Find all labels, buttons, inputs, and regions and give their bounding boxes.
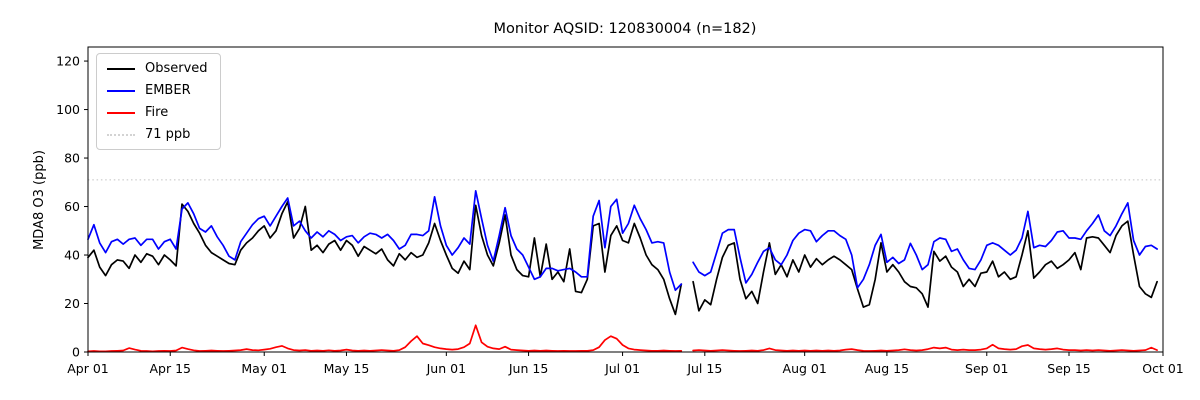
legend-item-label: Fire: [145, 105, 169, 120]
x-tick-label: Apr 01: [67, 361, 109, 376]
x-tick-label: Oct 01: [1142, 361, 1184, 376]
legend-line-sample: [107, 111, 135, 114]
legend-item-label: Observed: [145, 61, 208, 76]
chart-title: Monitor AQSID: 120830004 (n=182): [494, 21, 757, 37]
y-tick-label: 0: [72, 345, 80, 360]
y-tick-label: 100: [56, 102, 80, 117]
x-tick-label: Apr 15: [149, 361, 191, 376]
x-tick-label: Jul 15: [686, 361, 722, 376]
data-series: [87, 179, 1163, 353]
y-tick-label: 60: [64, 199, 80, 214]
y-tick-label: 80: [64, 151, 80, 166]
y-tick-label: 40: [64, 248, 80, 263]
legend: Observed EMBER Fire 71 ppb: [96, 53, 221, 150]
x-tick-label: May 15: [324, 361, 370, 376]
x-tick-label: Sep 01: [965, 361, 1008, 376]
legend-item-label: 71 ppb: [145, 127, 191, 142]
x-tick-label: Sep 15: [1047, 361, 1090, 376]
legend-line-sample: [107, 67, 135, 70]
x-tick-label: Jun 15: [508, 361, 548, 376]
x-tick-label: Aug 01: [783, 361, 827, 376]
x-tick-label: Jun 01: [426, 361, 466, 376]
y-axis-label: MDA8 O3 (ppb): [32, 150, 47, 250]
x-tick-label: Jul 01: [604, 361, 640, 376]
observed-line: [87, 200, 1158, 316]
legend-line-sample: [107, 89, 135, 92]
legend-item-label: EMBER: [145, 83, 191, 98]
x-tick-label: May 01: [241, 361, 287, 376]
legend-item: Fire: [107, 105, 208, 120]
legend-item: EMBER: [107, 83, 208, 98]
plot-frame: [87, 46, 1164, 353]
ember-line: [87, 189, 1158, 292]
axis-ticks: 0 20 40 60 80 100 120 Apr 01 Apr 15 May 01 May 15 J…: [56, 54, 1184, 376]
y-tick-label: 120: [56, 54, 80, 69]
y-tick-label: 20: [64, 296, 80, 311]
fire-line: [87, 324, 1158, 353]
legend-line-sample: [107, 133, 135, 136]
x-tick-label: Aug 15: [865, 361, 909, 376]
legend-item: Observed: [107, 61, 208, 76]
legend-item: 71 ppb: [107, 127, 208, 142]
